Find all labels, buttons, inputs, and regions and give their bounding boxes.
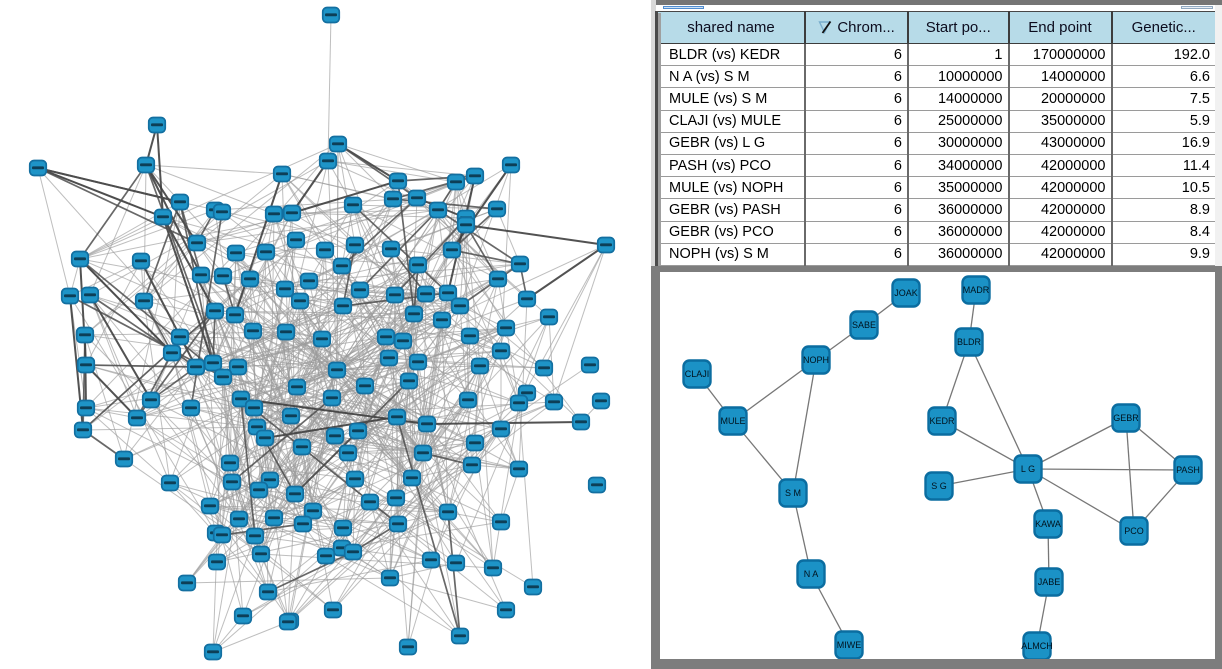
- svg-text:KAWA: KAWA: [1035, 519, 1061, 529]
- svg-text:BLDR: BLDR: [957, 337, 982, 347]
- svg-text:ALMCH: ALMCH: [1021, 641, 1053, 651]
- svg-text:SABE: SABE: [852, 320, 876, 330]
- svg-text:MULE: MULE: [720, 416, 745, 426]
- svg-text:NOPH: NOPH: [803, 355, 829, 365]
- svg-text:JOAK: JOAK: [894, 288, 918, 298]
- svg-text:CLAJI: CLAJI: [685, 369, 710, 379]
- svg-text:PASH: PASH: [1176, 465, 1200, 475]
- svg-text:JABE: JABE: [1038, 577, 1061, 587]
- svg-text:PCO: PCO: [1124, 526, 1144, 536]
- svg-text:N A: N A: [804, 569, 819, 579]
- svg-text:S G: S G: [931, 481, 947, 491]
- svg-text:KEDR: KEDR: [929, 416, 955, 426]
- svg-text:S M: S M: [785, 488, 801, 498]
- svg-text:L G: L G: [1021, 464, 1035, 474]
- svg-text:GEBR: GEBR: [1113, 413, 1139, 423]
- svg-text:MADR: MADR: [963, 285, 990, 295]
- svg-text:MIWE: MIWE: [837, 640, 862, 650]
